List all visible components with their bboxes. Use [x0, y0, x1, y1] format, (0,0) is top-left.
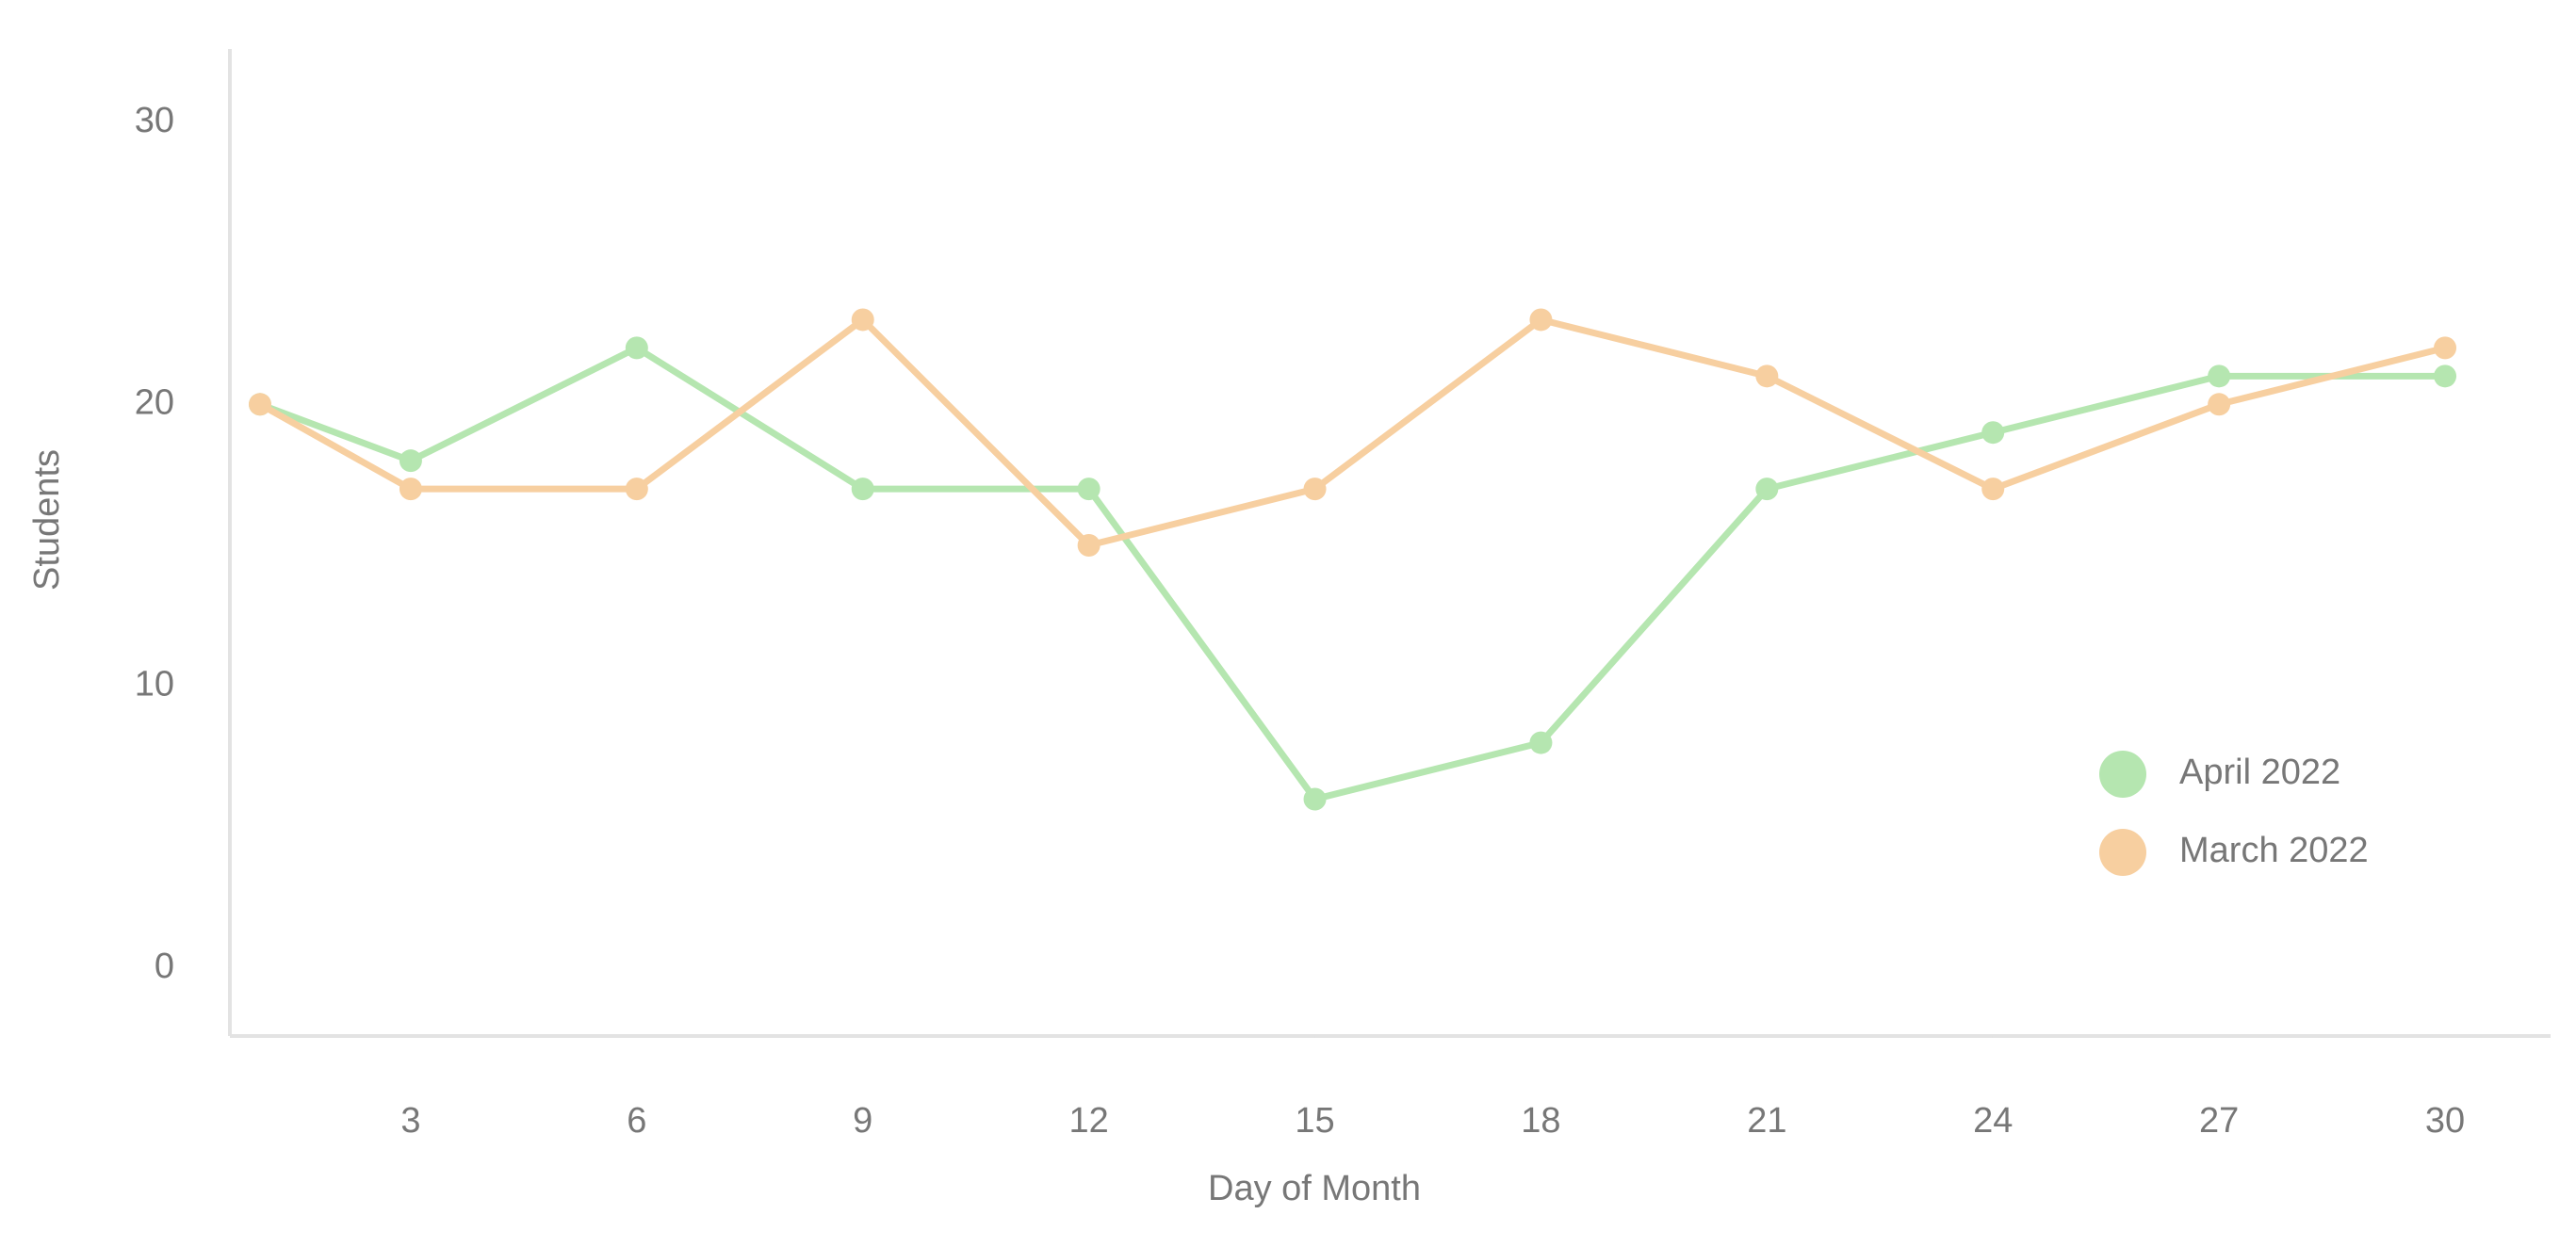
- data-point: [2434, 336, 2457, 360]
- data-point: [625, 478, 648, 501]
- legend-marker: [2099, 751, 2146, 798]
- data-point: [1755, 478, 1779, 501]
- x-tick-label: 30: [2425, 1101, 2465, 1141]
- x-tick-label: 15: [1295, 1101, 1334, 1141]
- y-axis-title: Students: [27, 449, 67, 591]
- x-tick-label: 9: [853, 1101, 872, 1141]
- data-point: [1303, 787, 1327, 811]
- x-tick-label: 27: [2199, 1101, 2239, 1141]
- data-point: [2208, 364, 2231, 388]
- data-point: [851, 308, 874, 332]
- legend-label: March 2022: [2179, 831, 2369, 870]
- x-tick-label: 18: [1521, 1101, 1560, 1141]
- data-point: [399, 478, 422, 501]
- x-tick-label: 3: [400, 1101, 420, 1141]
- legend-marker: [2099, 829, 2146, 876]
- data-point: [1077, 533, 1101, 557]
- y-tick-label: 20: [135, 382, 174, 422]
- data-point: [2434, 364, 2457, 388]
- data-point: [1529, 731, 1553, 754]
- series-line: [258, 316, 2446, 549]
- data-point: [851, 478, 874, 501]
- data-point: [1077, 478, 1101, 501]
- data-point: [1303, 478, 1327, 501]
- y-tick-label: 0: [155, 947, 174, 986]
- data-point: [1529, 308, 1553, 332]
- data-point: [399, 449, 422, 473]
- data-point: [625, 336, 648, 360]
- data-point: [2208, 393, 2231, 416]
- y-tick-label: 10: [135, 665, 174, 704]
- data-point: [1981, 421, 2005, 445]
- x-tick-label: 6: [627, 1101, 646, 1141]
- x-tick-label: 21: [1747, 1101, 1786, 1141]
- data-point: [248, 393, 271, 416]
- x-axis-title: Day of Month: [1208, 1169, 1421, 1208]
- data-point: [1981, 478, 2005, 501]
- legend-label: April 2022: [2179, 753, 2340, 792]
- x-tick-label: 12: [1068, 1101, 1108, 1141]
- series-line: [258, 344, 2446, 802]
- y-tick-label: 30: [135, 101, 174, 140]
- data-point: [1755, 364, 1779, 388]
- x-tick-label: 24: [1973, 1101, 2013, 1141]
